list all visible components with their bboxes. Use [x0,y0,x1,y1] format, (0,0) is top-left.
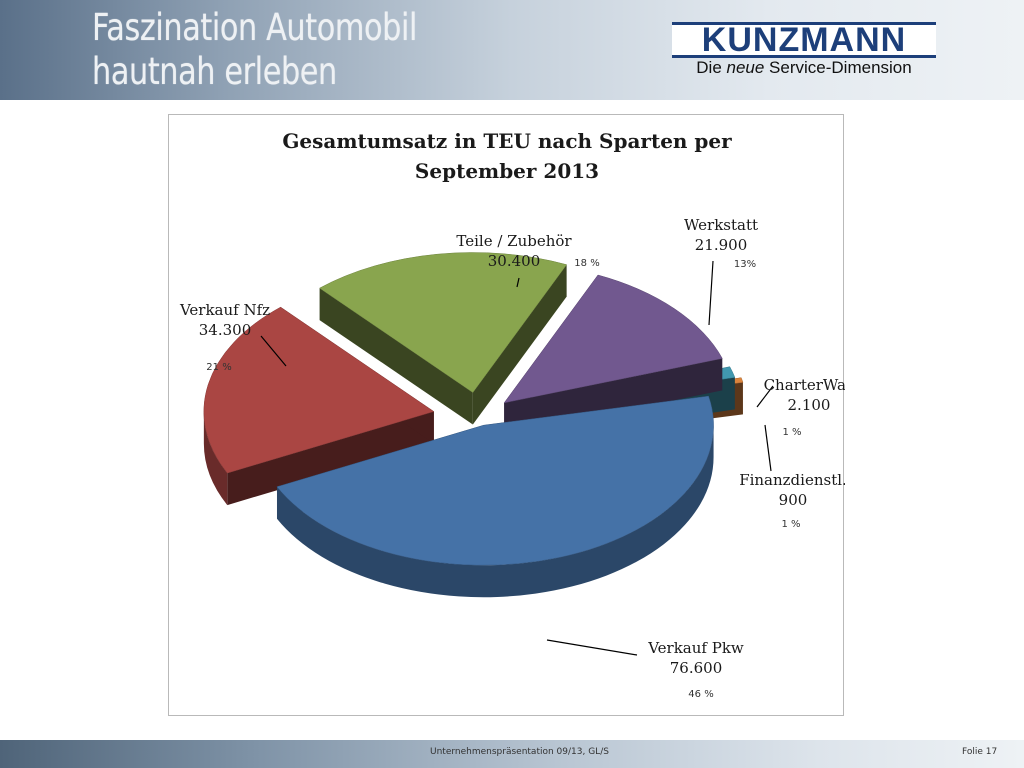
pie-slice-2 [319,252,568,425]
pie-value-label-3: 21.900 [695,236,748,254]
slide-title: Faszination Automobil hautnah erleben [92,6,486,94]
pie-label-3: Werkstatt 21.900 13% [684,216,758,326]
kunzmann-logo: KUNZMANN Die neue Service-Dimension [672,22,936,80]
pie-slice-3-top [503,274,723,404]
pie-value-label-0: 76.600 [670,659,723,677]
pie-slice-0-top [276,395,714,566]
pie-value-label-5: 900 [779,491,808,509]
pie-value-label-2: 30.400 [488,252,541,270]
pie-slice-1-side-0 [227,411,434,506]
pie-category-label-1: Verkauf Nfz [179,301,270,319]
pie-slice-1 [203,306,435,506]
pie-percent-label-0: 46 % [688,689,713,700]
pie-slice-2-side-0 [319,288,473,425]
pie-leader-line-5 [764,424,772,472]
chart-container: Gesamtumsatz in TEU nach Sparten per Sep… [168,114,845,716]
pie-chart: Gesamtumsatz in TEU nach Sparten per Sep… [179,129,845,700]
logo-tagline-emphasis: neue [726,58,765,77]
pie-slice-2-side-1 [472,264,567,425]
pie-leader-line-4 [756,385,774,408]
pie-label-0: Verkauf Pkw 76.600 46 % [546,639,744,700]
pie-percent-label-5: 1 % [781,519,800,530]
pie-category-label-4: CharterWay [764,376,845,394]
pie-value-label-1: 34.300 [199,321,252,339]
pie-label-4: CharterWay 2.100 1 % [756,376,845,438]
pie-label-1: Verkauf Nfz 34.300 21 % [179,301,287,373]
pie-category-label-0: Verkauf Pkw [647,639,744,657]
logo-tagline-pre: Die [696,58,727,77]
pie-label-5: Finanzdienstl. 900 1 % [739,424,845,530]
pie-leader-line-3 [708,260,714,326]
slide-footer: Unternehmenspräsentation 09/13, GL/S Fol… [0,740,1024,768]
pie-slice-2-top [319,252,568,393]
slide-title-line-1: Faszination Automobil [92,6,418,49]
pie-category-label-5: Finanzdienstl. [739,471,845,489]
pie-leader-line-1 [260,335,287,367]
logo-tagline-post: Service-Dimension [764,58,912,77]
pie-category-label-3: Werkstatt [684,216,758,234]
pie-label-2: Teile / Zubehör 30.400 18 % [456,232,600,288]
pie-value-label-4: 2.100 [788,396,831,414]
pie-slice-1-top [203,306,435,474]
logo-brand: KUNZMANN [672,22,936,58]
pie-percent-label-4: 1 % [782,427,801,438]
chart-title-line-2: September 2013 [415,159,599,183]
pie-slice-0-rim [276,425,714,598]
pie-leader-line-0 [546,639,638,656]
pie-slice-1-rim [203,411,228,506]
pie-percent-label-3: 13% [734,259,756,270]
logo-tagline: Die neue Service-Dimension [672,58,936,78]
pie-percent-label-2: 18 % [574,258,599,269]
slide-header: Faszination Automobil hautnah erleben KU… [0,0,1024,100]
slide-number: Folie 17 [962,747,998,757]
pie-percent-label-1: 21 % [206,362,231,373]
pie-slice-0 [276,395,714,598]
pie-leader-line-2 [516,277,520,288]
slide-title-line-2: hautnah erleben [92,50,337,93]
chart-title-line-1: Gesamtumsatz in TEU nach Sparten per [282,129,732,153]
pie-slices [203,252,744,598]
footer-text: Unternehmenspräsentation 09/13, GL/S [430,747,609,757]
pie-category-label-2: Teile / Zubehör [456,232,572,250]
pie-labels: Verkauf Pkw 76.600 46 % Verkauf Nfz 34.300 21… [179,216,845,700]
